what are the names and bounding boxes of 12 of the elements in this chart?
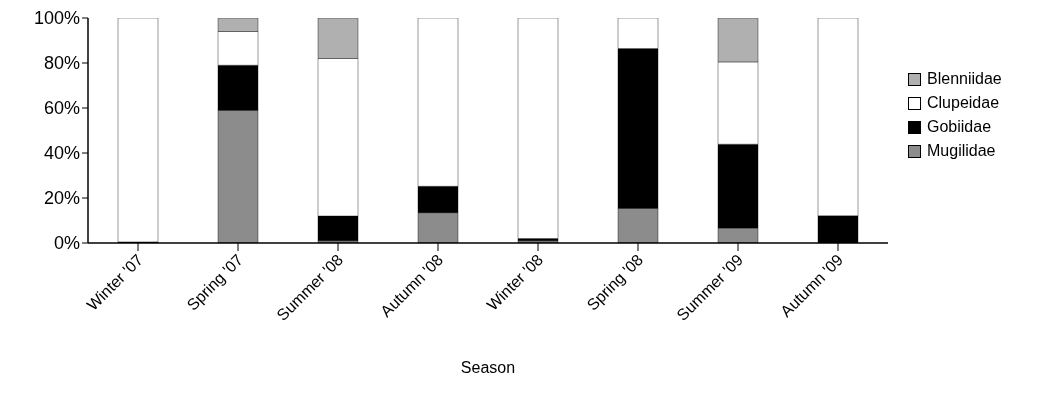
- y-tick-label: 60%: [43, 98, 80, 119]
- legend-label: Mugilidae: [927, 142, 996, 160]
- legend-label: Blenniidae: [927, 70, 1002, 88]
- x-axis-title: Season: [460, 359, 516, 376]
- bar: [517, 18, 559, 239]
- y-tick-label: 0%: [53, 233, 80, 254]
- legend-label: Clupeidae: [927, 94, 1000, 112]
- y-tick-label: 20%: [43, 188, 80, 209]
- legend-label: Gobiidae: [927, 118, 992, 136]
- y-tick-label: 80%: [43, 53, 80, 74]
- y-tick-label: 40%: [43, 143, 80, 164]
- y-tick-label: 100%: [33, 8, 80, 29]
